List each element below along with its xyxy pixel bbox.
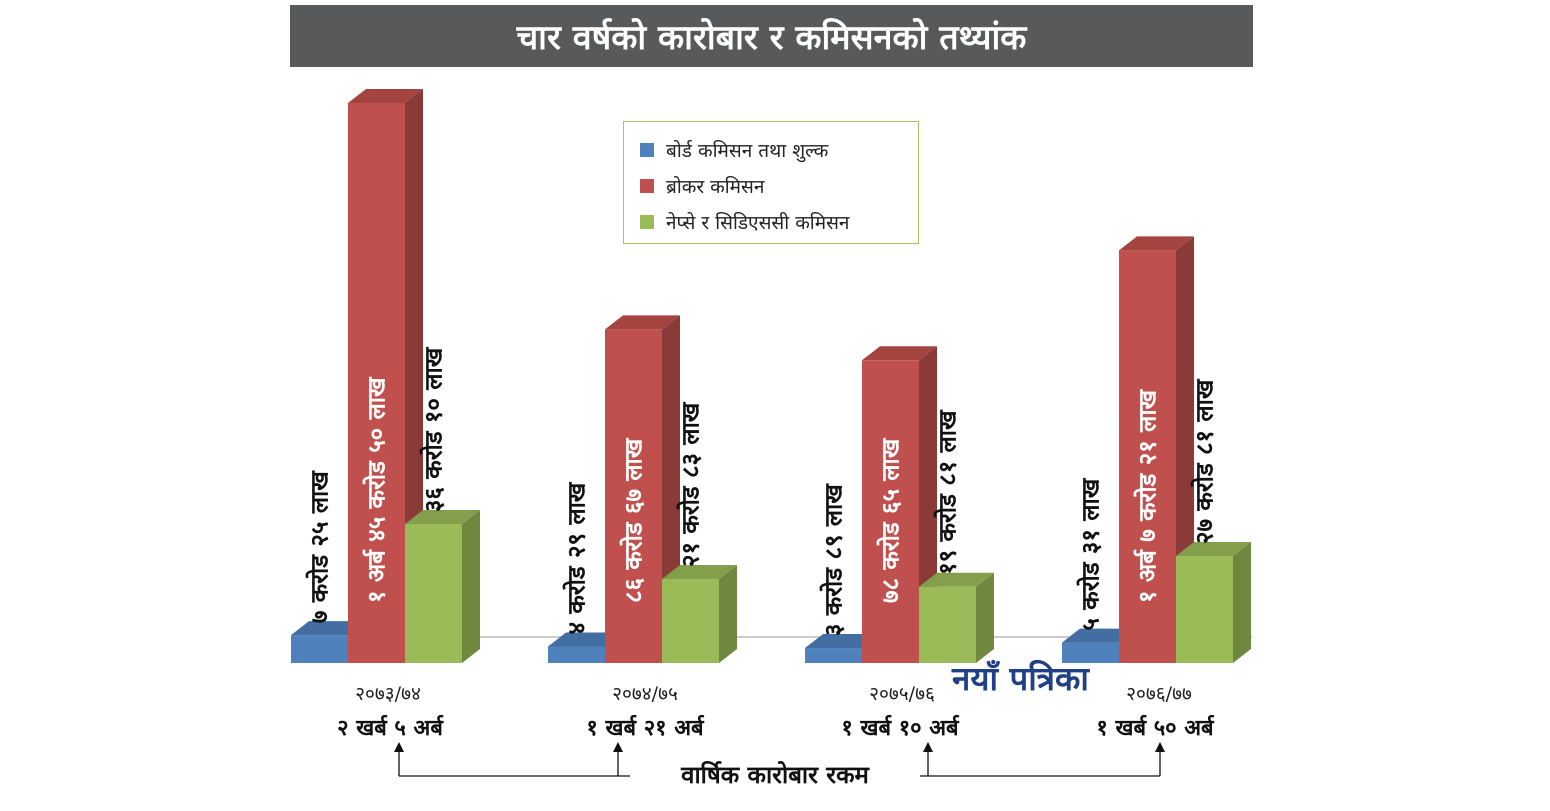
bar-front-face (405, 524, 462, 663)
total-label-2075-76: १ खर्ब १० अर्ब (841, 716, 959, 741)
bar-nepse-3 (1176, 541, 1251, 663)
bar-front-face (919, 586, 976, 663)
data-label-board-3: ५ करोड ३१ लाख (1077, 477, 1105, 630)
bar-nepse-1 (662, 564, 737, 663)
bar-nepse-2 (919, 572, 994, 663)
bar-top-face (662, 564, 737, 579)
bar-top-face (548, 632, 623, 647)
legend-swatch-nepse (640, 215, 654, 229)
bar-nepse-0 (405, 510, 480, 663)
arrow-head-3 (1155, 742, 1165, 752)
bar-side-face (719, 564, 737, 663)
annual-turnover-label: वार्षिक कारोबार रकम (630, 758, 920, 791)
legend-label-broker: ब्रोकर कमिसन (666, 176, 765, 198)
bar-top-face (1176, 541, 1251, 556)
data-label-nepse-0: ३६ करोड १० लाख (420, 346, 448, 512)
year-label-2076-77: २०७६/७७ (1126, 683, 1192, 705)
arrow-head-2 (923, 742, 933, 752)
bar-top-face (405, 510, 480, 525)
data-label-board-1: ४ करोड २९ लाख (563, 481, 591, 634)
bar-front-face (1176, 555, 1233, 663)
total-label-2076-77: १ खर्ब ५० अर्ब (1096, 716, 1214, 741)
bar-side-face (1233, 541, 1251, 663)
bar-top-face (348, 89, 423, 103)
legend: बोर्ड कमिसन तथा शुल्क ब्रोकर कमिसन नेप्स… (623, 121, 919, 244)
bar-front-face (805, 648, 862, 663)
bar-front-face (291, 635, 348, 663)
total-label-2074-75: १ खर्ब २१ अर्ब (586, 716, 704, 741)
data-label-broker-0: १ अर्ब ४५ करोड ५० लाख (363, 376, 391, 603)
year-label-2075-76: २०७५/७६ (869, 683, 935, 705)
bar-front-face (605, 329, 662, 663)
data-label-broker-1: ८६ करोड ६७ लाख (620, 437, 648, 603)
bar-top-face (605, 315, 680, 330)
data-label-board-2: ३ करोड ८९ लाख (820, 483, 848, 636)
arrow-head-1 (613, 742, 623, 752)
bar-top-face (1119, 236, 1194, 251)
year-label-2073-74: २०७३/७४ (355, 683, 421, 705)
bar-front-face (1119, 250, 1176, 663)
legend-item-board-commission: बोर्ड कमिसन तथा शुल्क (640, 132, 918, 168)
legend-label-nepse: नेप्से र सिडिएससी कमिसन (666, 212, 850, 234)
bar-side-face (976, 572, 994, 663)
bar-top-face (919, 572, 994, 587)
bar-side-face (462, 510, 480, 663)
legend-item-nepse-cdsc-commission: नेप्से र सिडिएससी कमिसन (640, 204, 918, 240)
bar-top-face (291, 621, 366, 636)
bar-front-face (862, 360, 919, 663)
bar-broker-0 (348, 89, 423, 663)
legend-item-broker-commission: ब्रोकर कमिसन (640, 168, 918, 204)
data-label-board-0: ७ करोड २५ लाख (306, 470, 334, 623)
legend-swatch-broker (640, 179, 654, 193)
bar-top-face (862, 346, 937, 361)
legend-label-board: बोर्ड कमिसन तथा शुल्क (666, 140, 829, 162)
bar-front-face (1062, 642, 1119, 663)
data-label-nepse-2: १९ करोड ८१ लाख (934, 409, 962, 575)
bar-broker-2 (862, 346, 937, 663)
data-label-broker-2: ७८ करोड ६५ लाख (877, 437, 905, 603)
bar-board-0 (291, 621, 366, 663)
bar-broker-1 (605, 315, 680, 663)
bar-front-face (548, 646, 605, 663)
bar-front-face (348, 103, 405, 663)
data-label-broker-3: १ अर्ब ७ करोड २१ लाख (1134, 388, 1162, 603)
data-label-nepse-1: २१ करोड ८३ लाख (677, 401, 705, 567)
data-label-nepse-3: २७ करोड ८१ लाख (1191, 378, 1219, 544)
legend-swatch-board (640, 143, 654, 157)
watermark-logo: नयाँ पत्रिका (952, 659, 1089, 698)
bar-top-face (805, 634, 880, 649)
bar-top-face (1062, 628, 1137, 643)
chart-title: चार वर्षको कारोबार र कमिसनको तथ्यांक (290, 5, 1253, 67)
arrow-head-0 (394, 742, 404, 752)
total-label-2073-74: २ खर्ब ५ अर्ब (337, 716, 443, 741)
year-label-2074-75: २०७४/७५ (612, 683, 678, 705)
bar-front-face (662, 578, 719, 663)
